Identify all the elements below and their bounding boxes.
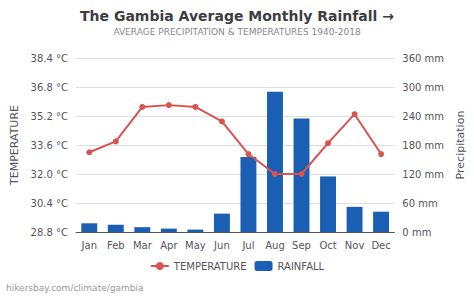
- svg-text:35.2 °C: 35.2 °C: [31, 111, 68, 122]
- svg-text:Jun: Jun: [213, 240, 230, 251]
- svg-text:36.8 °C: 36.8 °C: [31, 82, 68, 93]
- svg-text:28.8 °C: 28.8 °C: [31, 227, 68, 238]
- svg-text:360 mm: 360 mm: [402, 53, 444, 64]
- svg-text:180 mm: 180 mm: [402, 140, 444, 151]
- svg-text:TEMPERATURE: TEMPERATURE: [8, 105, 21, 186]
- svg-text:120 mm: 120 mm: [402, 169, 444, 180]
- svg-text:AVERAGE PRECIPITATION & TEMPER: AVERAGE PRECIPITATION & TEMPERATURES 194…: [113, 27, 361, 37]
- svg-text:Nov: Nov: [345, 240, 365, 251]
- svg-text:May: May: [185, 240, 206, 251]
- svg-text:Dec: Dec: [371, 240, 390, 251]
- svg-text:RAINFALL: RAINFALL: [278, 261, 325, 272]
- svg-text:The Gambia Average Monthly Rai: The Gambia Average Monthly Rainfall →: [80, 8, 394, 24]
- svg-text:TEMPERATURE: TEMPERATURE: [173, 261, 247, 272]
- svg-text:30.4 °C: 30.4 °C: [31, 198, 68, 209]
- svg-text:240 mm: 240 mm: [402, 111, 444, 122]
- svg-text:Oct: Oct: [319, 240, 336, 251]
- svg-text:Sep: Sep: [292, 240, 311, 251]
- svg-text:Mar: Mar: [133, 240, 153, 251]
- svg-text:32.0 °C: 32.0 °C: [31, 169, 68, 180]
- svg-text:38.4 °C: 38.4 °C: [31, 53, 68, 64]
- svg-text:Apr: Apr: [160, 240, 178, 251]
- svg-text:Precipitation: Precipitation: [454, 111, 467, 180]
- svg-text:Aug: Aug: [265, 240, 285, 251]
- svg-text:Feb: Feb: [107, 240, 125, 251]
- svg-text:33.6 °C: 33.6 °C: [31, 140, 68, 151]
- svg-text:60 mm: 60 mm: [402, 198, 437, 209]
- svg-text:0 mm: 0 mm: [402, 227, 431, 238]
- svg-text:Jul: Jul: [241, 240, 254, 251]
- svg-text:Jan: Jan: [81, 240, 97, 251]
- svg-text:hikersbay.com/climate/gambia: hikersbay.com/climate/gambia: [6, 283, 143, 293]
- svg-text:300 mm: 300 mm: [402, 82, 444, 93]
